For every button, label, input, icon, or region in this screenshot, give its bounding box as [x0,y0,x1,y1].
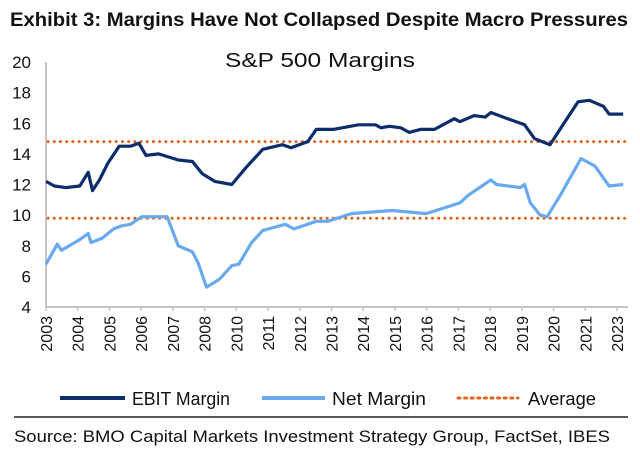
legend-average-label: Average [528,389,596,409]
y-tick-label: 8 [22,237,31,256]
x-tick-label: 2011 [261,316,278,351]
y-tick-label: 18 [12,84,31,103]
y-tick-label: 10 [12,206,31,225]
ebit-margin-line [45,98,624,193]
y-tick-label: 4 [22,298,31,317]
y-tick-label: 6 [22,267,31,286]
net-margin-line [44,156,624,289]
y-tick-label: 12 [12,176,31,195]
x-tick-label: 2021 [578,316,595,352]
x-tick-label: 2008 [198,316,215,352]
axes: 4 6 8 10 12 14 16 18 20 2003 2004 2005 2006 2007 2008 2… [12,53,628,352]
x-tick-label: 2010 [229,316,246,352]
legend-ebit-label: EBIT Margin [132,389,230,409]
x-tick-label: 2018 [483,316,500,352]
series-lines [44,98,624,289]
x-tick-label: 2019 [515,316,532,352]
x-tick-label: 2017 [451,316,468,352]
x-tick-label: 2006 [134,316,151,352]
legend: EBIT Margin Net Margin Average [60,389,596,409]
x-tick-label: 2013 [325,316,342,352]
average-lines [46,140,629,220]
y-tick-label: 14 [12,145,31,164]
x-tick-label: 2014 [356,316,373,352]
x-tick-label: 2004 [71,316,88,352]
source-note: Source: BMO Capital Markets Investment S… [14,427,610,446]
x-tick-label: 2020 [547,316,564,352]
y-tick-label: 20 [12,53,31,72]
x-tick-label: 2003 [39,316,56,352]
x-tick-label: 2023 [610,316,627,352]
exhibit-title: Exhibit 3: Margins Have Not Collapsed De… [10,10,628,31]
x-tick-label: 2007 [166,316,183,352]
chart-title: S&P 500 Margins [225,50,415,72]
x-tick-label: 2016 [420,316,437,352]
y-tick-label: 16 [12,114,31,133]
legend-net-label: Net Margin [332,389,426,409]
x-tick-label: 2012 [293,316,310,352]
x-tick-label: 2015 [388,316,405,352]
x-tick-label: 2005 [102,316,119,352]
